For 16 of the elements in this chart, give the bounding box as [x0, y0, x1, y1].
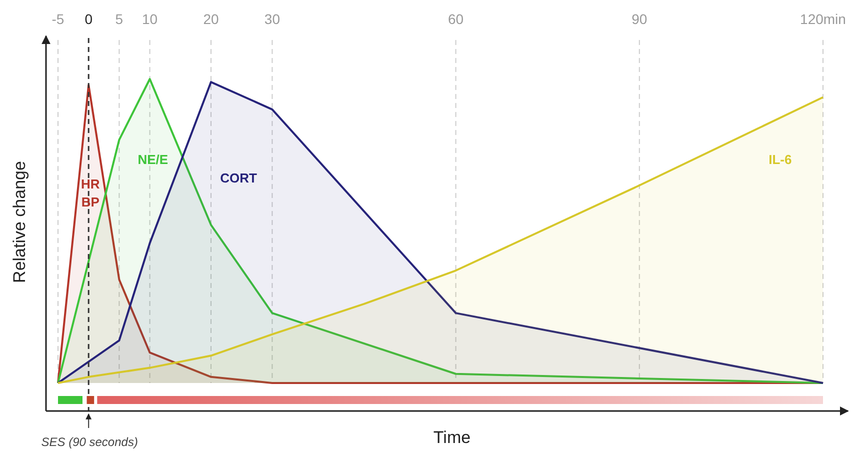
x-tick-label: 10 — [142, 11, 158, 27]
series-label: NE/E — [138, 152, 168, 168]
annotation: SES (90 seconds) — [41, 435, 138, 449]
x-tick-label: 120min — [800, 11, 846, 27]
x-tick-label: 60 — [448, 11, 464, 27]
x-tick-label: -5 — [52, 11, 64, 27]
x-tick-label: 90 — [632, 11, 648, 27]
x-tick-label: 30 — [264, 11, 280, 27]
series-label: IL-6 — [768, 152, 792, 168]
x-tick-label: 20 — [203, 11, 219, 27]
x-tick-label: 0 — [84, 11, 93, 27]
series-label: HR BP — [81, 176, 100, 210]
y-axis-title: Relative change — [10, 161, 29, 283]
series-label: CORT — [220, 170, 258, 186]
x-axis-title: Time — [433, 428, 471, 447]
x-tick-label: 5 — [115, 11, 124, 27]
